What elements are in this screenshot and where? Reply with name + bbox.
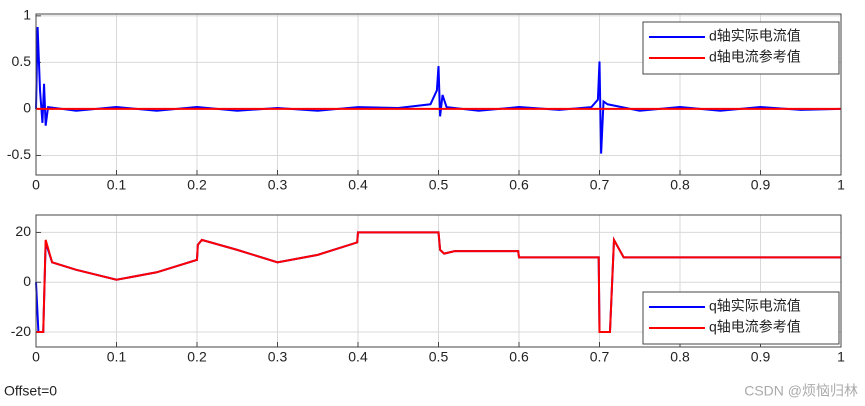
axes-box [35,13,842,176]
offset-label: Offset=0 [4,383,57,399]
series-line [36,231,841,334]
x-tick-label: 0.1 [107,177,127,193]
x-tick-label: 0.9 [751,177,771,193]
legend-box [642,21,840,75]
x-tick-label: 0.8 [670,349,690,365]
x-tick-label: 0.3 [268,177,288,193]
y-tick-label: 0.5 [12,53,32,69]
x-tick-label: 0.5 [429,349,449,365]
x-tick-label: 0 [32,349,40,365]
legend-label: q轴电流参考值 [709,319,801,335]
x-tick-label: 0.8 [670,177,690,193]
x-tick-label: 0.2 [187,177,207,193]
x-tick-label: 0.4 [348,349,368,365]
x-tick-label: 0.7 [590,177,610,193]
x-tick-label: 0.2 [187,349,207,365]
x-tick-label: 0.5 [429,177,449,193]
x-tick-label: 1 [837,177,845,193]
x-tick-label: 0.1 [107,349,127,365]
watermark: CSDN @烦恼归林 [744,383,858,399]
series-line [35,26,842,154]
legend-label: d轴电流参考值 [709,49,801,65]
y-tick-label: 0 [23,100,31,116]
legend-label: q轴实际电流值 [709,298,801,314]
x-tick-label: 0.3 [268,349,288,365]
axes-box [35,214,842,348]
y-tick-label: 0 [23,273,31,289]
x-tick-label: 0.6 [509,349,529,365]
x-tick-label: 0.4 [348,177,368,193]
x-tick-label: 1 [837,349,845,365]
x-tick-label: 0.7 [590,349,610,365]
y-tick-label: -0.5 [7,146,31,162]
legend-box [642,291,840,345]
x-tick-label: 0.6 [509,177,529,193]
x-tick-label: 0.9 [751,349,771,365]
x-tick-label: 0 [32,177,40,193]
y-tick-label: 20 [15,223,31,239]
y-tick-label: 1 [23,7,31,23]
y-tick-label: -20 [11,323,31,339]
legend-label: d轴实际电流值 [709,28,801,44]
